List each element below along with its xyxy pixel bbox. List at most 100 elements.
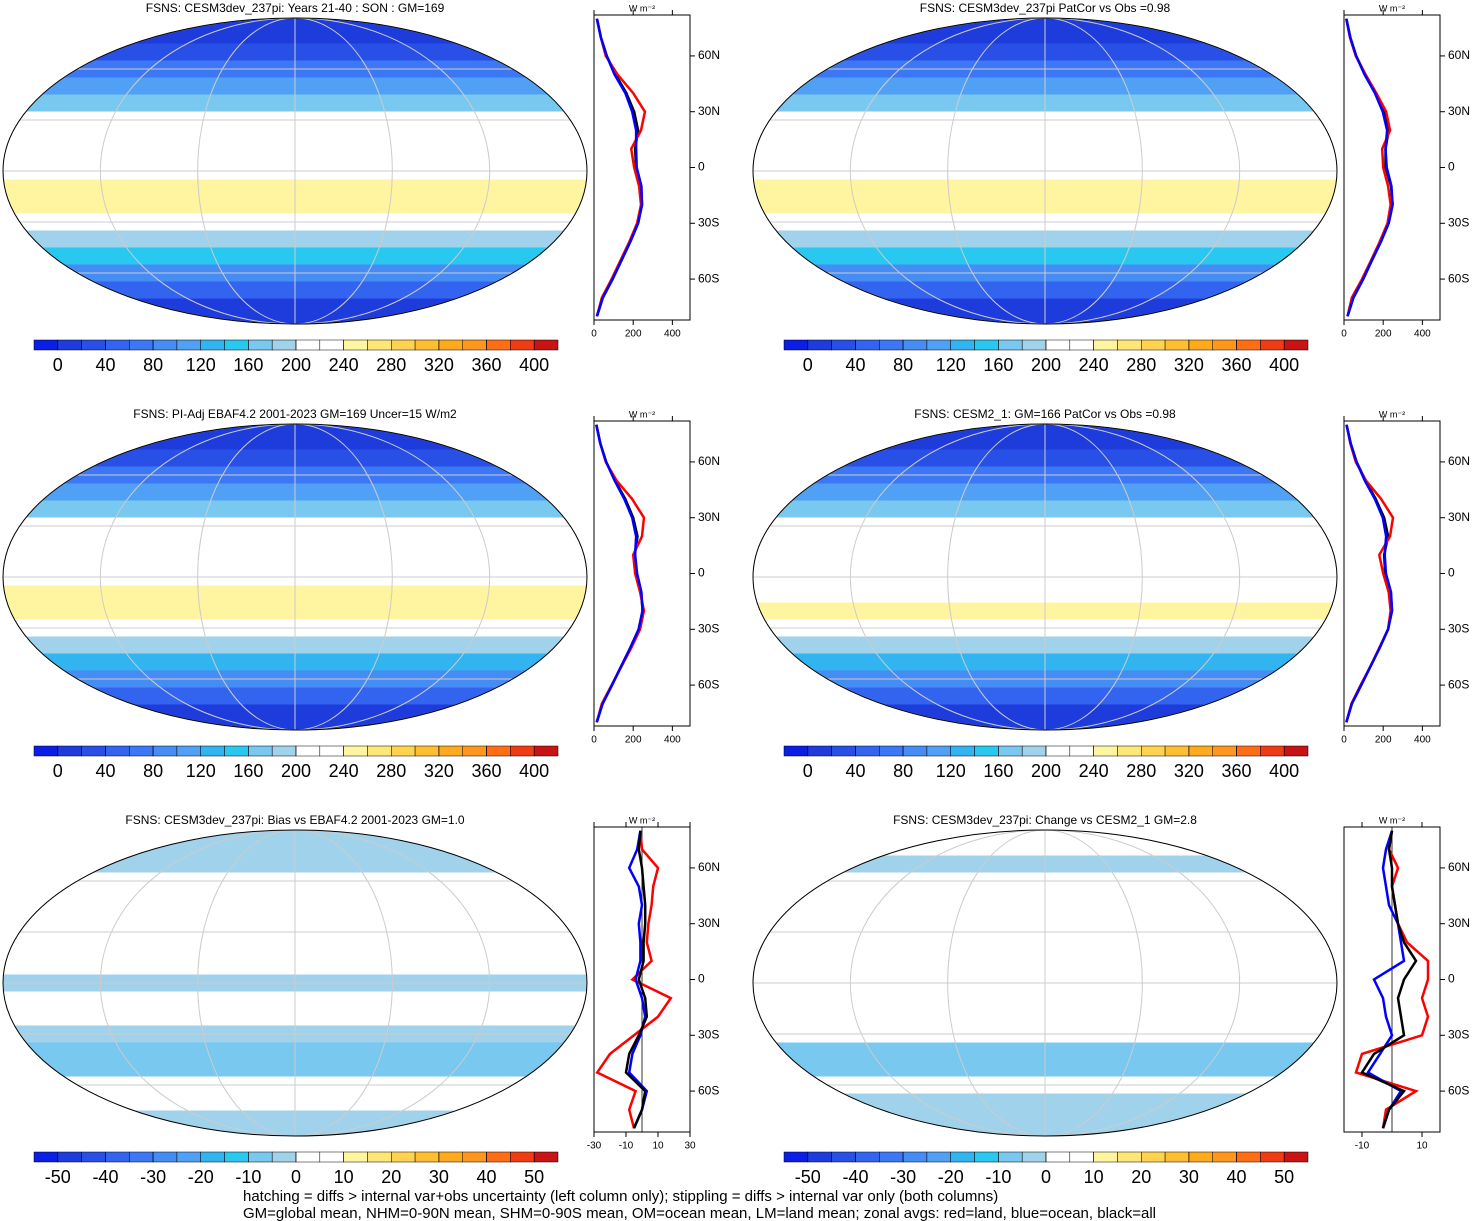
y-tick-label: 60S [1448, 1083, 1469, 1097]
colorbar-cell [295, 339, 321, 351]
colorbar-cell [152, 1151, 178, 1163]
colorbar-label: 200 [1031, 355, 1061, 375]
map [753, 424, 1337, 730]
colorbar-cell [1045, 745, 1071, 757]
colorbar-cell [783, 745, 809, 757]
colorbar-cell [831, 1151, 856, 1163]
colorbar-cell [176, 1151, 201, 1163]
y-tick-label: 0 [698, 160, 705, 174]
zonal-units: W m⁻² [1379, 409, 1405, 419]
colorbar-cell [1188, 339, 1213, 351]
colorbar-cell [879, 339, 904, 351]
colorbar-label: 120 [936, 761, 966, 781]
colorbar-cell [367, 339, 392, 351]
colorbar-cell [319, 745, 344, 757]
zonal-units: W m⁻² [1379, 815, 1405, 825]
colorbar-cell [998, 339, 1023, 351]
colorbar-cell [1045, 1151, 1071, 1163]
map [3, 424, 587, 730]
x-tick-label: 0 [1341, 735, 1347, 746]
colorbar-label: 120 [936, 355, 966, 375]
y-tick-label: 30S [698, 215, 719, 229]
panel: FSNS: CESM3dev_237pi: Bias vs EBAF4.2 20… [2, 813, 720, 1187]
y-tick-label: 30S [698, 621, 719, 635]
y-tick-label: 0 [698, 566, 705, 580]
x-tick-label: 400 [1414, 329, 1431, 340]
colorbar-cell [486, 1151, 511, 1163]
map [753, 830, 1337, 1136]
colorbar-cell [510, 745, 535, 757]
y-tick-label: 30N [1448, 104, 1470, 118]
colorbar-label: 280 [376, 355, 406, 375]
map-outline [752, 17, 1338, 325]
zonal-line [1345, 18, 1392, 317]
panel: FSNS: CESM3dev_237pi: Change vs CESM2_1 … [752, 813, 1470, 1187]
y-tick-label: 60S [698, 1083, 719, 1097]
zonal-line [595, 830, 673, 1129]
colorbar-cell [998, 1151, 1023, 1163]
zonal-line [595, 18, 644, 317]
colorbar-cell [1021, 1151, 1047, 1163]
colorbar-label: 0 [291, 1167, 301, 1187]
map-outline [2, 829, 588, 1137]
panel-title: FSNS: CESM3dev_237pi: Bias vs EBAF4.2 20… [125, 813, 465, 827]
colorbar-cell [1164, 745, 1190, 757]
colorbar-cell [81, 1151, 106, 1163]
colorbar-label: 50 [1274, 1167, 1294, 1187]
panel: FSNS: CESM3dev_237pi PatCor vs Obs =0.98… [752, 1, 1470, 375]
x-tick-label: 400 [664, 329, 681, 340]
colorbar-label: 30 [1179, 1167, 1199, 1187]
colorbar-cell [57, 1151, 82, 1163]
colorbar-cell [33, 745, 59, 757]
colorbar-cell [438, 1151, 463, 1163]
colorbar-label: 160 [983, 355, 1013, 375]
y-tick-label: 30N [1448, 916, 1470, 930]
colorbar-cell [1069, 1151, 1094, 1163]
y-tick-label: 30N [698, 104, 720, 118]
colorbar-cell [998, 745, 1023, 757]
panel: FSNS: CESM3dev_237pi: Years 21-40 : SON … [2, 1, 720, 375]
x-tick-label: 30 [684, 1141, 696, 1152]
colorbar-label: 160 [233, 761, 263, 781]
colorbar-cell [224, 339, 249, 351]
colorbar-label: 10 [1084, 1167, 1104, 1187]
colorbar-label: 400 [1269, 355, 1299, 375]
colorbar-cell [129, 1151, 154, 1163]
colorbar-cell [1188, 745, 1213, 757]
zonal-line [1345, 424, 1394, 723]
y-tick-label: 30S [698, 1027, 719, 1041]
x-tick-label: 200 [625, 329, 642, 340]
x-tick-label: 0 [591, 735, 597, 746]
y-tick-label: 0 [1448, 160, 1455, 174]
colorbar-cell [1141, 745, 1166, 757]
colorbar-cell [807, 339, 832, 351]
colorbar-label: -50 [795, 1167, 821, 1187]
colorbar-cell [1260, 1151, 1285, 1163]
x-tick-label: 10 [652, 1141, 664, 1152]
colorbar-cell [533, 339, 559, 351]
colorbar-label: 40 [1227, 1167, 1247, 1187]
colorbar-cell [950, 1151, 975, 1163]
colorbar-cell [783, 1151, 809, 1163]
colorbar-cell [974, 339, 999, 351]
zonal-line [624, 830, 649, 1129]
colorbar-cell [343, 745, 368, 757]
colorbar-label: 320 [424, 355, 454, 375]
colorbar-cell [902, 745, 928, 757]
x-tick-label: 10 [1416, 1141, 1428, 1152]
colorbar-label: -30 [890, 1167, 916, 1187]
colorbar-cell [1045, 339, 1071, 351]
y-tick-label: 60S [1448, 271, 1469, 285]
colorbar-cell [414, 1151, 440, 1163]
colorbar-label: -50 [45, 1167, 71, 1187]
colorbar-cell [462, 339, 487, 351]
colorbar-cell [879, 1151, 904, 1163]
panel-title: FSNS: CESM2_1: GM=166 PatCor vs Obs =0.9… [914, 407, 1176, 421]
colorbar-cell [129, 339, 154, 351]
x-tick-label: 200 [1375, 735, 1392, 746]
zonal-units: W m⁻² [629, 409, 655, 419]
colorbar-cell [1283, 745, 1309, 757]
colorbar-cell [176, 745, 201, 757]
colorbar-label: 160 [233, 355, 263, 375]
